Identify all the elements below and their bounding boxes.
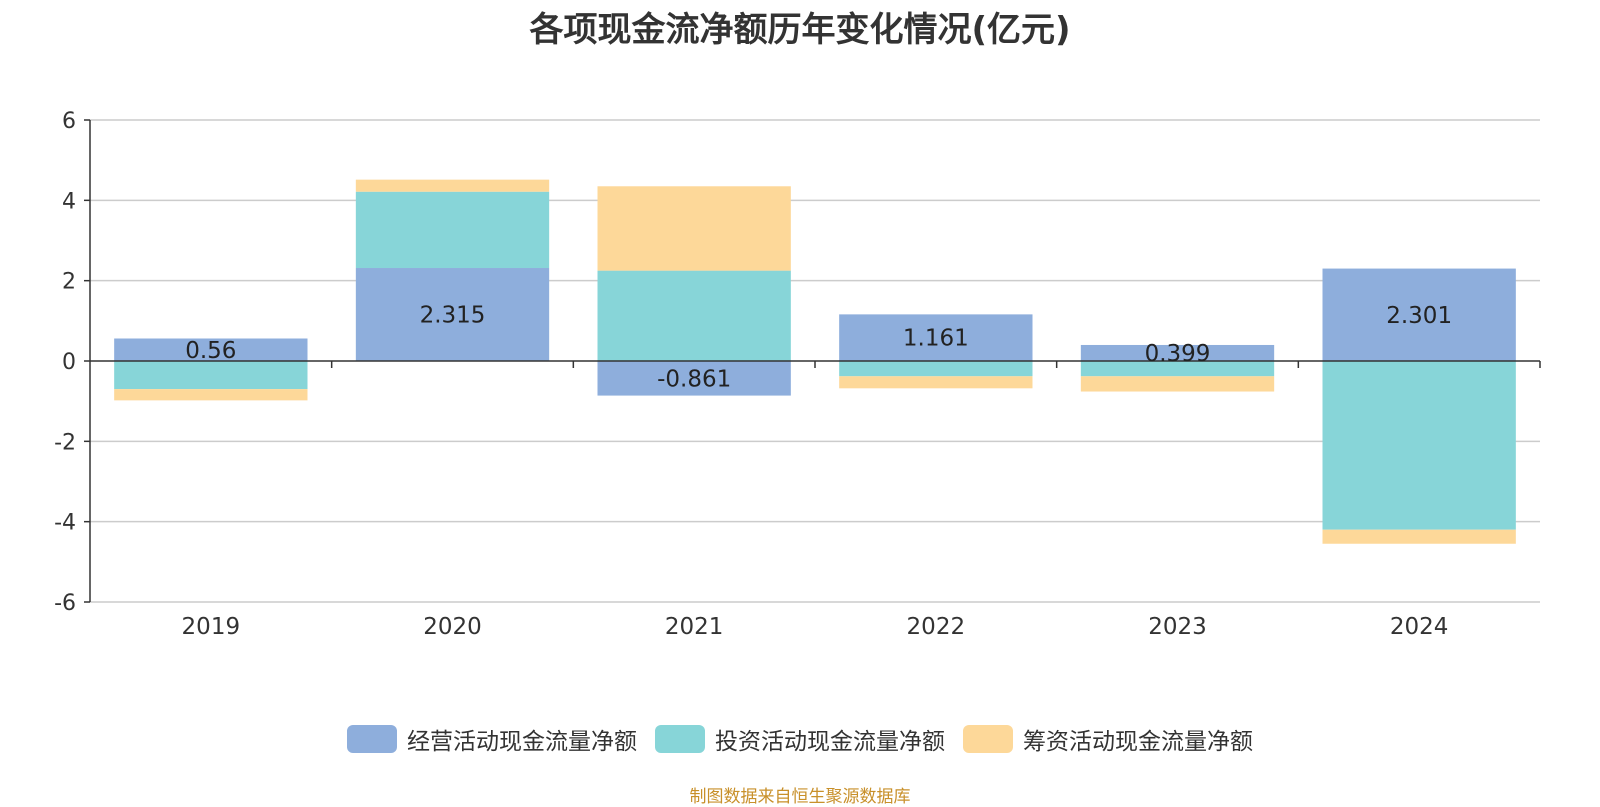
y-tick-label: 6 bbox=[62, 109, 76, 134]
legend-swatch-operating bbox=[347, 725, 397, 753]
legend-item-financing[interactable]: 筹资活动现金流量净额 bbox=[963, 722, 1253, 756]
x-tick-label: 2022 bbox=[907, 614, 966, 640]
bar-financing-2019 bbox=[114, 389, 308, 401]
bar-operating-2022 bbox=[839, 314, 1033, 361]
bar-operating-2020 bbox=[355, 268, 550, 361]
legend-swatch-financing bbox=[963, 725, 1013, 753]
legend-label-financing: 筹资活动现金流量净额 bbox=[1023, 729, 1253, 755]
y-tick-label: -4 bbox=[54, 511, 76, 536]
y-tick-label: 4 bbox=[62, 189, 76, 214]
bar-investing-2021 bbox=[597, 270, 791, 361]
y-tick-label: 0 bbox=[62, 350, 76, 375]
chart-title: 各项现金流净额历年变化情况(亿元) bbox=[529, 10, 1071, 50]
legend-label-investing: 投资活动现金流量净额 bbox=[715, 729, 945, 755]
legend-item-operating[interactable]: 经营活动现金流量净额 bbox=[347, 722, 637, 756]
data-label-operating-2019: 0.56 bbox=[185, 338, 236, 364]
bar-operating-2019 bbox=[114, 338, 308, 361]
bar-financing-2022 bbox=[839, 376, 1033, 389]
x-tick-label: 2023 bbox=[1148, 614, 1207, 640]
bar-operating-2021 bbox=[597, 361, 791, 396]
chart-legend: 经营活动现金流量净额 投资活动现金流量净额 筹资活动现金流量净额 bbox=[0, 722, 1600, 756]
legend-label-operating: 经营活动现金流量净额 bbox=[407, 729, 637, 755]
data-label-operating-2024: 2.301 bbox=[1386, 303, 1452, 329]
data-label-operating-2020: 2.315 bbox=[420, 303, 486, 329]
x-tick-label: 2019 bbox=[182, 614, 241, 640]
bar-investing-2023 bbox=[1080, 361, 1275, 377]
bar-financing-2020 bbox=[355, 179, 550, 192]
y-tick-label: -2 bbox=[54, 430, 76, 455]
x-tick-label: 2024 bbox=[1390, 614, 1449, 640]
bar-investing-2020 bbox=[355, 191, 550, 269]
bar-financing-2024 bbox=[1322, 529, 1516, 544]
bar-operating-2024 bbox=[1322, 268, 1516, 361]
y-tick-label: -6 bbox=[54, 591, 76, 616]
bar-financing-2023 bbox=[1080, 376, 1275, 392]
legend-swatch-investing bbox=[655, 725, 705, 753]
data-label-operating-2023: 0.399 bbox=[1145, 341, 1211, 367]
bar-investing-2024 bbox=[1322, 361, 1516, 530]
y-tick-label: 2 bbox=[62, 270, 76, 295]
bar-investing-2019 bbox=[114, 361, 308, 390]
bar-financing-2021 bbox=[597, 186, 791, 271]
stacked-bar-chart: 6 4 2 0 -2 -4 -6 0.56 2.315 -0.861 1.161 0.399 2.301… bbox=[54, 109, 1541, 640]
bar-investing-2022 bbox=[839, 361, 1033, 377]
data-source-note: 制图数据来自恒生聚源数据库 bbox=[689, 787, 911, 807]
x-tick-label: 2020 bbox=[423, 614, 482, 640]
x-tick-label: 2021 bbox=[665, 614, 724, 640]
data-label-operating-2022: 1.161 bbox=[903, 326, 969, 352]
data-label-operating-2021: -0.861 bbox=[657, 366, 731, 392]
legend-item-investing[interactable]: 投资活动现金流量净额 bbox=[655, 722, 945, 756]
bar-operating-2023 bbox=[1080, 344, 1275, 361]
